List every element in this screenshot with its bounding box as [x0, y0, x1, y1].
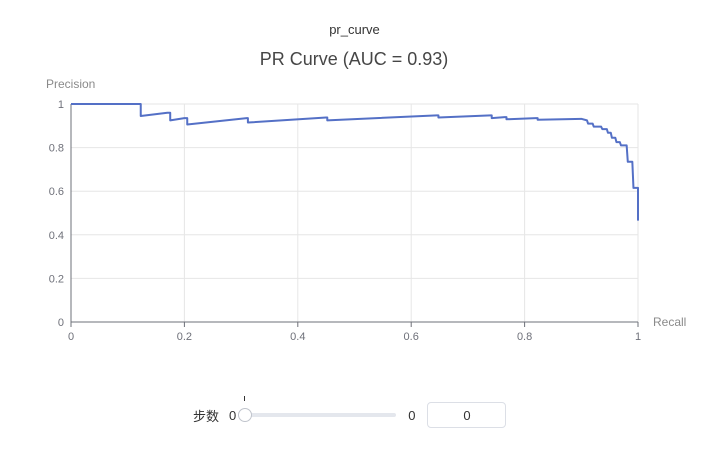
- tick-labels: 0 0.2 0.4 0.6 0.8 1 0 0.2 0.4 0.6 0.8 1: [49, 99, 641, 343]
- step-input[interactable]: [427, 402, 507, 428]
- slider-tick-mark: [244, 396, 246, 401]
- x-tick-label: 0.6: [404, 331, 419, 343]
- slider-handle[interactable]: [238, 408, 253, 422]
- y-tick-label: 1: [58, 99, 64, 111]
- step-slider[interactable]: [238, 396, 397, 422]
- x-axis-name: Recall: [653, 315, 686, 329]
- y-tick-label: 0.6: [49, 186, 64, 198]
- grid-lines: [71, 103, 639, 322]
- y-tick-label: 0.8: [49, 143, 64, 155]
- y-axis-name: Precision: [46, 77, 95, 91]
- slider-track[interactable]: [244, 413, 397, 417]
- pr-curve-line: [71, 103, 639, 221]
- panel-title: pr_curve: [329, 22, 380, 37]
- series-layer: [71, 103, 639, 221]
- axes: [70, 104, 639, 327]
- chart-title: PR Curve (AUC = 0.93): [260, 49, 449, 69]
- y-tick-label: 0.4: [49, 230, 64, 242]
- step-control: 步数 0 0: [193, 396, 507, 428]
- step-max-value: 0: [408, 407, 416, 423]
- x-tick-label: 0: [68, 331, 74, 343]
- step-label: 步数: [193, 408, 220, 424]
- y-tick-label: 0.2: [49, 273, 64, 285]
- x-tick-label: 1: [635, 331, 641, 343]
- x-tick-label: 0.2: [177, 331, 192, 343]
- x-tick-label: 0.4: [290, 331, 305, 343]
- y-tick-label: 0: [58, 317, 64, 329]
- pr-curve-chart: PR Curve (AUC = 0.93) Precision Recall 0…: [46, 49, 686, 343]
- step-min-value: 0: [229, 407, 237, 423]
- x-tick-label: 0.8: [517, 331, 532, 343]
